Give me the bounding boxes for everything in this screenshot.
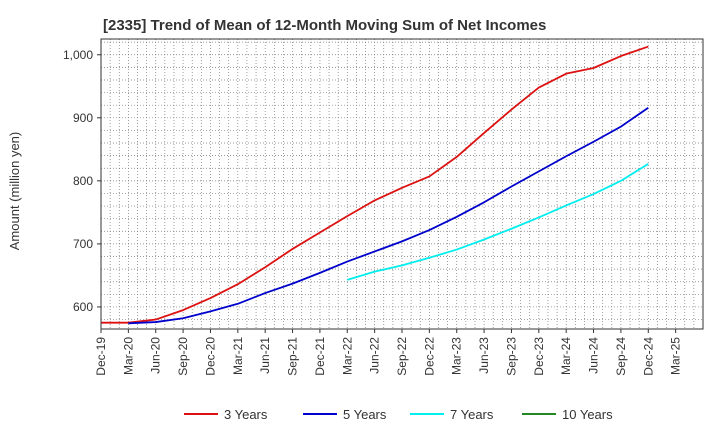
x-tick-label: Mar-21 bbox=[231, 337, 245, 375]
x-tick-label: Jun-22 bbox=[368, 337, 382, 374]
x-tick-label: Dec-19 bbox=[94, 337, 108, 376]
y-tick-label: 600 bbox=[73, 300, 93, 314]
series-lines bbox=[101, 45, 649, 325]
y-tick-label: 900 bbox=[73, 111, 93, 125]
x-tick-label: Jun-20 bbox=[149, 337, 163, 374]
x-tick-label: Mar-22 bbox=[340, 337, 354, 375]
x-tick-label: Mar-20 bbox=[121, 337, 135, 375]
x-tick-label: Dec-24 bbox=[641, 337, 655, 376]
x-tick-label: Sep-22 bbox=[395, 337, 409, 376]
x-tick-label: Dec-22 bbox=[422, 337, 436, 376]
x-tick-label: Sep-24 bbox=[614, 337, 628, 376]
x-tick-label: Mar-24 bbox=[559, 337, 573, 375]
x-axis-ticks: Dec-19 Mar-20 Jun-20 Sep-20 Dec-20 Mar-21 Jun-… bbox=[94, 329, 683, 376]
x-tick-label: Dec-20 bbox=[203, 337, 217, 376]
x-tick-label: Dec-23 bbox=[532, 337, 546, 376]
x-tick-label: Sep-21 bbox=[286, 337, 300, 376]
series-line-3 bbox=[347, 163, 649, 281]
y-axis-label: Amount (million yen) bbox=[7, 132, 22, 251]
x-tick-label: Mar-25 bbox=[669, 337, 683, 375]
y-tick-label: 800 bbox=[73, 174, 93, 188]
x-tick-label: Jun-24 bbox=[587, 337, 601, 374]
legend-label: 5 Years bbox=[343, 407, 387, 422]
plot-frame bbox=[100, 38, 704, 330]
x-tick-label: Mar-23 bbox=[450, 337, 464, 375]
x-tick-label: Sep-23 bbox=[504, 337, 518, 376]
legend-label: 3 Years bbox=[224, 407, 268, 422]
legend-label: 7 Years bbox=[450, 407, 494, 422]
y-tick-label: 700 bbox=[73, 237, 93, 251]
legend-label: 10 Years bbox=[562, 407, 613, 422]
y-axis-ticks: 600 700 800 900 1,000 bbox=[63, 48, 101, 314]
series-line-2 bbox=[128, 106, 649, 325]
grid bbox=[100, 39, 704, 329]
x-tick-label: Sep-20 bbox=[176, 337, 190, 376]
chart-title: [2335] Trend of Mean of 12-Month Moving … bbox=[103, 17, 546, 34]
series-line-1 bbox=[101, 45, 649, 324]
y-tick-label: 1,000 bbox=[63, 48, 93, 62]
legend: 3 Years 5 Years 7 Years 10 Years bbox=[184, 407, 613, 422]
x-tick-label: Jun-21 bbox=[258, 337, 272, 374]
x-tick-label: Jun-23 bbox=[477, 337, 491, 374]
x-tick-label: Dec-21 bbox=[313, 337, 327, 376]
